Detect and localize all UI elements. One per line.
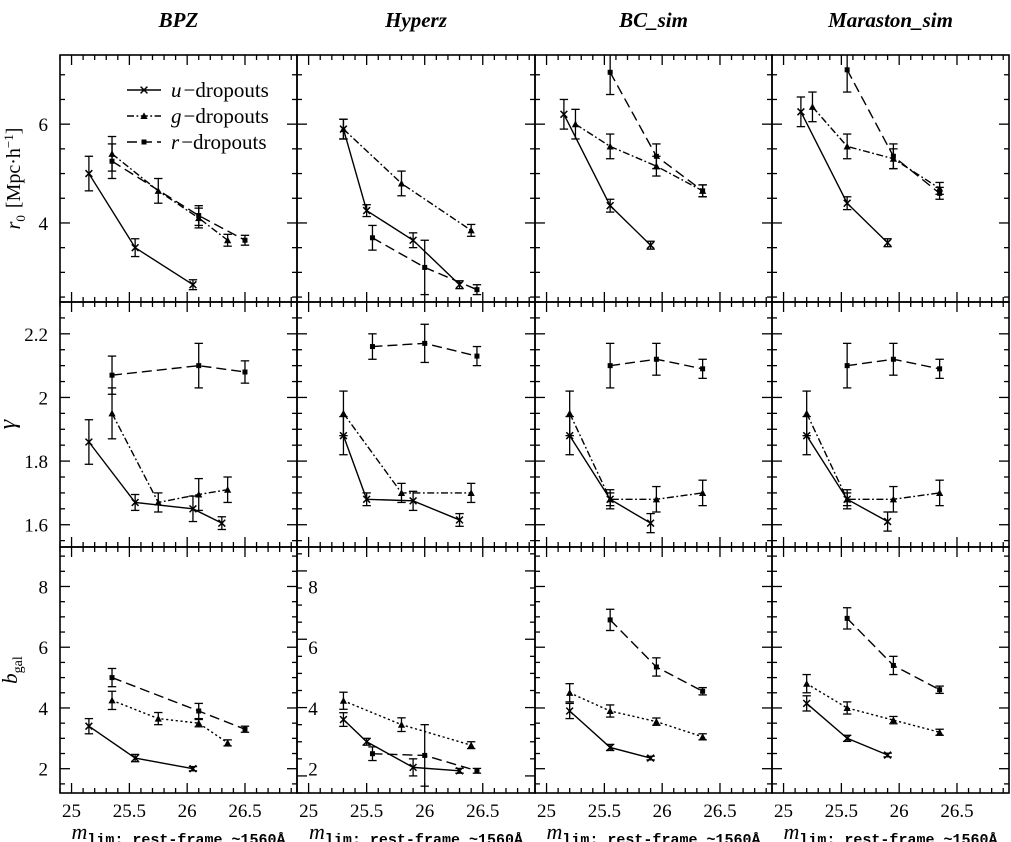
svg-text:1.8: 1.8 <box>24 452 48 473</box>
svg-text:4: 4 <box>39 214 49 235</box>
svg-text:26.5: 26.5 <box>940 801 973 822</box>
svg-text:8: 8 <box>308 577 318 598</box>
svg-text:4: 4 <box>308 699 318 720</box>
svg-text:6: 6 <box>308 638 318 659</box>
svg-text:Maraston_sim: Maraston_sim <box>827 8 953 32</box>
svg-text:2: 2 <box>308 760 318 781</box>
svg-text:2.2: 2.2 <box>24 325 48 346</box>
svg-text:6: 6 <box>39 638 49 659</box>
svg-text:25.5: 25.5 <box>588 801 621 822</box>
svg-text:26.5: 26.5 <box>228 801 261 822</box>
svg-text:25.5: 25.5 <box>113 801 146 822</box>
svg-text:γ: γ <box>0 419 21 429</box>
svg-text:u−dropouts: u−dropouts <box>171 78 269 102</box>
svg-text:25.5: 25.5 <box>825 801 858 822</box>
svg-text:6: 6 <box>39 115 49 136</box>
svg-text:26: 26 <box>178 801 197 822</box>
svg-text:g−dropouts: g−dropouts <box>171 104 269 128</box>
svg-text:2: 2 <box>39 760 49 781</box>
svg-text:4: 4 <box>39 699 49 720</box>
svg-text:Hyperz: Hyperz <box>384 8 448 32</box>
svg-text:25.5: 25.5 <box>350 801 383 822</box>
svg-text:2: 2 <box>39 388 49 409</box>
svg-text:1.6: 1.6 <box>24 516 48 537</box>
svg-text:26: 26 <box>890 801 909 822</box>
svg-text:BPZ: BPZ <box>158 8 199 32</box>
svg-text:26: 26 <box>653 801 672 822</box>
svg-text:r−dropouts: r−dropouts <box>171 130 267 154</box>
svg-text:26.5: 26.5 <box>466 801 499 822</box>
svg-text:26: 26 <box>415 801 434 822</box>
svg-text:BC_sim: BC_sim <box>618 8 688 32</box>
svg-text:8: 8 <box>39 577 49 598</box>
svg-text:26.5: 26.5 <box>703 801 736 822</box>
